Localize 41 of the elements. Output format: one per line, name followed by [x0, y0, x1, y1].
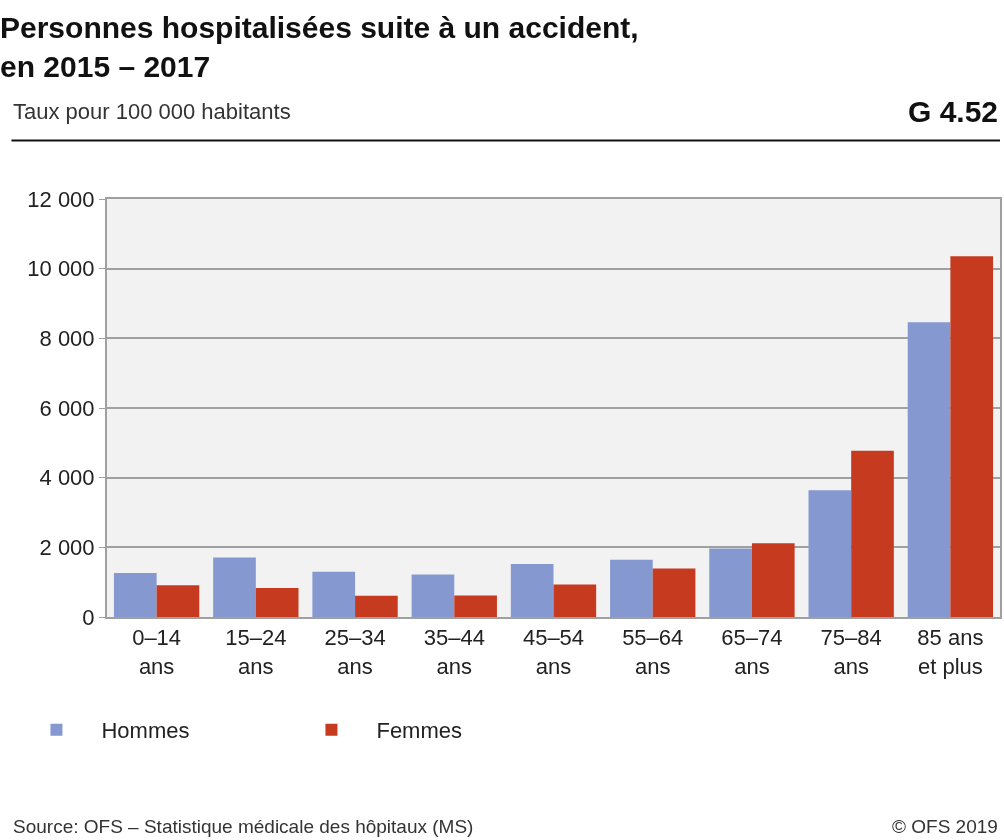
chart-subtitle: Taux pour 100 000 habitants — [13, 99, 291, 124]
x-tick-label: 35–44 ans — [423, 625, 485, 679]
bar — [950, 256, 994, 617]
x-tick-label: 85 ans et plus — [917, 625, 984, 679]
legend-label: Femmes — [376, 718, 463, 744]
y-tick-label: 12 000 — [27, 186, 95, 212]
bar — [510, 564, 554, 617]
y-tick-label: 10 000 — [27, 256, 95, 282]
bar — [652, 568, 696, 617]
bar — [851, 450, 894, 617]
x-tick-label: 75–84 ans — [820, 625, 882, 679]
source-note: Source: OFS – Statistique médicale des hôpitaux (MS) — [13, 816, 474, 837]
text: G 4.52 — [908, 95, 999, 128]
bar — [553, 584, 597, 617]
bar — [751, 543, 795, 617]
bar — [454, 595, 497, 617]
text: © OFS 2019 — [892, 816, 998, 837]
x-tick-label: 25–34 ans — [324, 625, 386, 679]
y-tick-label: 0 — [82, 604, 95, 630]
x-tick-label: 15–24 ans — [225, 625, 287, 679]
bar — [255, 588, 299, 617]
bar — [709, 548, 752, 617]
legend-label: Hommes — [101, 718, 190, 744]
bar — [411, 574, 455, 617]
y-tick-label: 4 000 — [39, 465, 95, 491]
x-tick-label: 0–14 ans — [132, 625, 182, 679]
chart-title: Personnes hospitalisées suite à un accident, en 2015 – 2017 — [0, 10, 639, 83]
y-tick-label: 2 000 — [39, 535, 95, 561]
bar — [213, 557, 256, 617]
bar — [113, 573, 157, 617]
y-tick-label: 6 000 — [39, 395, 95, 421]
bar — [610, 559, 653, 617]
x-tick-label: 55–64 ans — [622, 625, 684, 679]
bar — [312, 571, 356, 617]
bar — [355, 595, 398, 617]
x-tick-label: 65–74 ans — [721, 625, 783, 679]
y-tick-label: 8 000 — [39, 326, 95, 352]
bar — [808, 490, 852, 617]
x-tick-label: 45–54 ans — [522, 625, 585, 679]
bar — [156, 585, 200, 617]
bar — [907, 322, 951, 617]
